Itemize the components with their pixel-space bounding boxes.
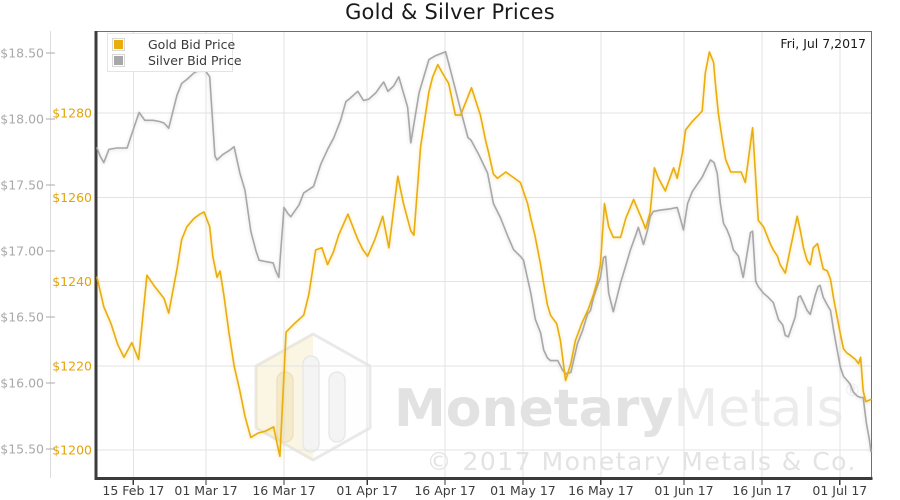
- svg-text:01 Mar 17: 01 Mar 17: [174, 483, 237, 498]
- watermark-brand: MonetaryMetals®: [394, 379, 861, 439]
- silver-swatch-icon: [112, 53, 125, 67]
- svg-text:$1200: $1200: [52, 443, 92, 458]
- svg-text:$1280: $1280: [52, 106, 92, 121]
- axes: $15.50 $16.00 $16.50 $17.00 $17.50 $18.00 $18.…: [0, 31, 873, 498]
- svg-text:16 Mar 17: 16 Mar 17: [252, 483, 315, 498]
- as-of-date-label: Fri, Jul 7,2017: [780, 36, 866, 51]
- svg-text:$16.50: $16.50: [0, 310, 44, 325]
- page-title: Gold & Silver Prices: [345, 0, 555, 24]
- svg-text:$15.50: $15.50: [0, 442, 44, 457]
- svg-text:16 Apr 17: 16 Apr 17: [414, 483, 475, 498]
- svg-text:$18.00: $18.00: [0, 112, 44, 127]
- svg-text:$1240: $1240: [52, 274, 92, 289]
- legend-label-gold: Gold Bid Price: [148, 36, 236, 52]
- svg-text:16 Jun 17: 16 Jun 17: [732, 483, 791, 498]
- svg-text:16 May 17: 16 May 17: [568, 483, 634, 498]
- svg-text:15 Feb 17: 15 Feb 17: [102, 483, 164, 498]
- svg-text:01 Jun 17: 01 Jun 17: [654, 483, 713, 498]
- gold-swatch-icon: [112, 37, 125, 51]
- legend: Gold Bid Price Silver Bid Price: [107, 33, 242, 72]
- svg-text:01 Jul 17: 01 Jul 17: [812, 483, 867, 498]
- price-lines[interactable]: [96, 50, 872, 458]
- legend-item-silver[interactable]: Silver Bid Price: [108, 52, 242, 68]
- svg-text:$16.00: $16.00: [0, 376, 44, 391]
- watermark-logo: [254, 332, 372, 462]
- watermark-brand-monetary: Monetary: [394, 379, 673, 439]
- legend-label-silver: Silver Bid Price: [148, 52, 242, 68]
- svg-text:01 May 17: 01 May 17: [490, 483, 556, 498]
- gold-price-line: [96, 51, 872, 458]
- svg-text:$17.50: $17.50: [0, 178, 44, 193]
- watermark-brand-metals: Metals: [673, 379, 844, 439]
- svg-text:$18.50: $18.50: [0, 46, 44, 61]
- watermark-copyright: © 2017 Monetary Metals & Co.: [427, 447, 857, 476]
- svg-text:01 Apr 17: 01 Apr 17: [336, 483, 397, 498]
- legend-item-gold[interactable]: Gold Bid Price: [108, 36, 236, 52]
- svg-text:$1260: $1260: [52, 190, 92, 205]
- svg-text:$1220: $1220: [52, 358, 92, 373]
- silver-price-line: [96, 50, 872, 453]
- svg-text:$17.00: $17.00: [0, 244, 44, 259]
